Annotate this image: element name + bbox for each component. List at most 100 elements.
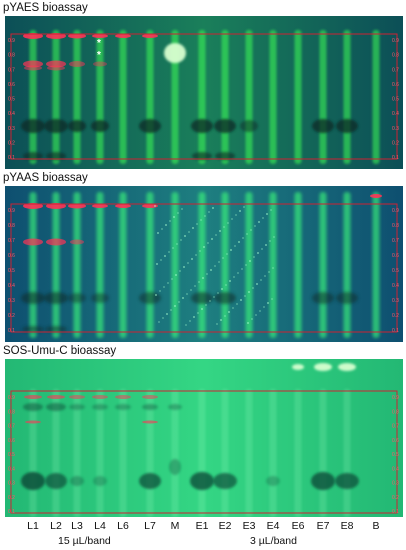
rf-tick-right: 0.2 — [392, 495, 399, 501]
lane-streak — [245, 30, 253, 164]
dark-zone — [191, 292, 213, 304]
lane-streak — [372, 30, 380, 164]
speckle — [226, 253, 228, 255]
red-zone — [24, 65, 42, 71]
rf-tick-right: 0.7 — [392, 424, 399, 430]
speckle — [203, 246, 205, 248]
speckle — [261, 248, 263, 250]
speckle — [227, 222, 229, 224]
dark-zone — [336, 292, 358, 304]
lane-streak — [319, 389, 327, 517]
panel-title-sos: SOS-Umu-C bioassay — [3, 345, 117, 357]
dark-zone — [68, 293, 86, 303]
dark-zone — [214, 292, 236, 304]
speckle — [185, 324, 187, 326]
dark-zone — [23, 403, 43, 411]
red-zone — [24, 395, 42, 399]
speckle — [215, 234, 217, 236]
rf-tick-left: 0.4 — [8, 466, 15, 472]
red-zone — [47, 65, 65, 71]
speckle — [181, 208, 183, 210]
lane-streak — [119, 192, 127, 338]
dark-zone — [240, 120, 258, 132]
dark-zone — [21, 292, 45, 304]
dark-zone — [169, 459, 181, 475]
lane-label-l2: L2 — [50, 520, 62, 532]
speckle — [189, 320, 191, 322]
red-zone — [93, 61, 107, 67]
rf-tick-left: 0.5 — [8, 452, 15, 458]
lane-streak — [52, 30, 60, 164]
speckle — [211, 238, 213, 240]
rf-tick-right: 0.5 — [392, 452, 399, 458]
speckle — [190, 289, 192, 291]
rf-tick-left: 0.6 — [8, 253, 15, 259]
speckle — [264, 275, 266, 277]
speckle — [198, 281, 200, 283]
red-zone — [92, 204, 108, 208]
rf-tick-left: 0.5 — [8, 97, 15, 103]
lane-label-e2: E2 — [218, 520, 232, 532]
speckle — [233, 276, 235, 278]
red-zone — [69, 61, 85, 67]
dark-zone — [23, 152, 43, 160]
speckle — [169, 220, 171, 222]
lane-streak — [96, 192, 104, 338]
rf-tick-right: 0.9 — [392, 38, 399, 44]
speckle — [273, 236, 275, 238]
dark-zone — [213, 473, 237, 489]
rf-tick-right: 0.5 — [392, 268, 399, 274]
dark-zone — [45, 326, 67, 332]
rf-tick-left: 0.4 — [8, 283, 15, 289]
speckle — [266, 213, 268, 215]
speckle — [157, 232, 159, 234]
rf-tick-left: 0.7 — [8, 67, 15, 73]
speckle — [154, 205, 156, 207]
dark-zone — [312, 292, 334, 304]
dark-zone — [93, 476, 107, 486]
speckle — [241, 268, 243, 270]
rf-tick-left: 0.2 — [8, 495, 15, 501]
speckle — [238, 241, 240, 243]
speckle — [168, 251, 170, 253]
speckle — [175, 274, 177, 276]
lane-streak — [29, 192, 37, 338]
speckle — [267, 302, 269, 304]
lane-streak — [319, 30, 327, 164]
speckle — [172, 247, 174, 249]
rf-tick-left: 0.1 — [8, 155, 15, 161]
lane-streak — [319, 192, 327, 338]
speckle — [155, 294, 157, 296]
lane-label-l4: L4 — [94, 520, 106, 532]
red-zone — [142, 420, 158, 424]
speckle — [207, 242, 209, 244]
red-zone — [46, 60, 66, 68]
speckle — [214, 265, 216, 267]
bright-zone — [292, 364, 304, 370]
speckle — [228, 311, 230, 313]
plate-image-pyaas: 0.9 0.9 0.8 0.8 0.7 0.7 0.6 0.6 0.5 0.5 0.4 0.4 0.3 0… — [5, 186, 403, 342]
speckle — [229, 280, 231, 282]
red-zone — [23, 238, 43, 246]
speckle — [251, 318, 253, 320]
speckle — [243, 206, 245, 208]
dark-zone — [139, 473, 161, 489]
speckle — [156, 263, 158, 265]
lane-streak — [269, 30, 277, 164]
rf-tick-left: 0.3 — [8, 481, 15, 487]
dark-zone — [142, 404, 158, 410]
rf-tick-left: 0.9 — [8, 38, 15, 44]
speckle — [194, 285, 196, 287]
dark-zone — [91, 293, 109, 303]
speckle — [170, 309, 172, 311]
speckle — [193, 316, 195, 318]
lane-streak — [73, 30, 81, 164]
speckle — [232, 307, 234, 309]
speckle — [267, 302, 269, 304]
red-zone — [25, 420, 41, 424]
lane-streak — [294, 389, 302, 517]
speckle — [204, 215, 206, 217]
speckle — [230, 249, 232, 251]
bright-zone — [314, 363, 332, 371]
speckle — [231, 218, 233, 220]
